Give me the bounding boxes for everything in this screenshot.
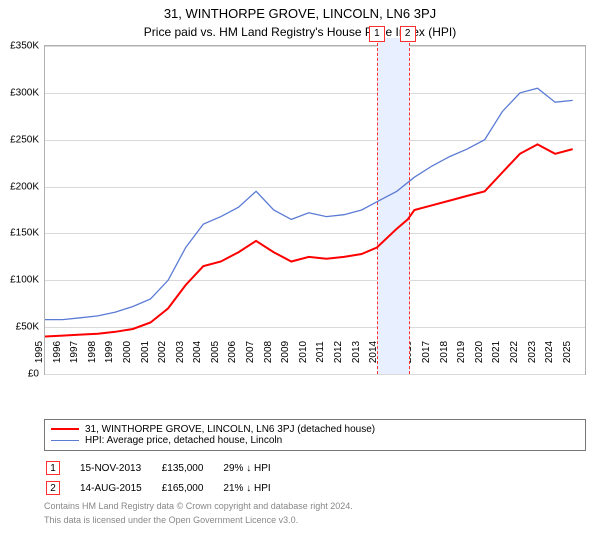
legend-swatch [51, 440, 79, 441]
chart-lines [45, 46, 585, 374]
y-tick-label: £200K [1, 181, 39, 192]
event-marker: 2 [400, 26, 416, 42]
event-row: 1 15-NOV-2013£135,00029% ↓ HPI [46, 459, 289, 477]
y-tick-label: £350K [1, 41, 39, 52]
legend-label: HPI: Average price, detached house, Linc… [85, 435, 282, 446]
event-price: £165,000 [162, 479, 222, 497]
event-num-cell: 1 [46, 459, 78, 477]
plot-area: £0£50K£100K£150K£200K£250K£300K£350K1995… [44, 45, 586, 375]
y-tick-label: £150K [1, 228, 39, 239]
y-tick-label: £300K [1, 87, 39, 98]
event-delta: 21% ↓ HPI [223, 479, 288, 497]
y-tick-label: £250K [1, 134, 39, 145]
event-num-box: 2 [46, 481, 60, 495]
event-date: 15-NOV-2013 [80, 459, 160, 477]
series-subject [45, 144, 573, 336]
event-price: £135,000 [162, 459, 222, 477]
event-num-cell: 2 [46, 479, 78, 497]
events-table: 1 15-NOV-2013£135,00029% ↓ HPI 2 14-AUG-201… [44, 457, 291, 499]
chart-title: 31, WINTHORPE GROVE, LINCOLN, LN6 3PJ [0, 0, 600, 21]
series-hpi [45, 88, 573, 319]
event-row: 2 14-AUG-2015£165,00021% ↓ HPI [46, 479, 289, 497]
footnote-line-2: This data is licensed under the Open Gov… [44, 515, 586, 527]
event-num-box: 1 [46, 461, 60, 475]
y-tick-label: £100K [1, 275, 39, 286]
legend-swatch [51, 428, 79, 430]
chart-subtitle: Price paid vs. HM Land Registry's House … [0, 21, 600, 45]
event-date: 14-AUG-2015 [80, 479, 160, 497]
event-delta: 29% ↓ HPI [223, 459, 288, 477]
legend-row: 31, WINTHORPE GROVE, LINCOLN, LN6 3PJ (d… [51, 424, 579, 435]
legend-box: 31, WINTHORPE GROVE, LINCOLN, LN6 3PJ (d… [44, 419, 586, 451]
x-tick-label: 1995 [34, 322, 45, 382]
event-marker: 1 [369, 26, 385, 42]
chart-container: 31, WINTHORPE GROVE, LINCOLN, LN6 3PJ Pr… [0, 0, 600, 526]
footnote-line-1: Contains HM Land Registry data © Crown c… [44, 501, 586, 513]
legend-label: 31, WINTHORPE GROVE, LINCOLN, LN6 3PJ (d… [85, 424, 375, 435]
legend-row: HPI: Average price, detached house, Linc… [51, 435, 579, 446]
